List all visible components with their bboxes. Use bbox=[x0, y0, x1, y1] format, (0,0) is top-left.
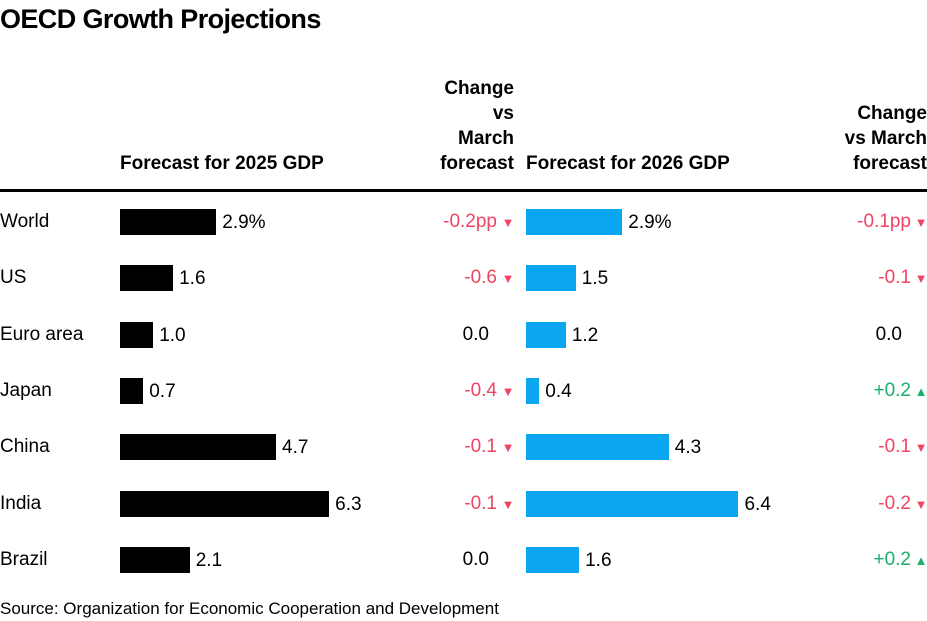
bar-2025-china bbox=[120, 434, 277, 461]
value-2025-world: 2.9% bbox=[222, 212, 266, 233]
header-forecast-2026: Forecast for 2026 GDP bbox=[526, 153, 730, 174]
arrow-up-icon: ▲ bbox=[914, 552, 927, 568]
value-2026-japan: 0.4 bbox=[545, 380, 572, 402]
value-2026-india: 6.4 bbox=[744, 493, 771, 515]
bar-2025-world bbox=[120, 209, 217, 235]
source-note: Source: Organization for Economic Cooper… bbox=[0, 599, 499, 618]
bar-2026-world bbox=[526, 209, 623, 235]
header-change-2025-line3: March bbox=[458, 128, 514, 149]
arrow-down-icon: ▼ bbox=[501, 271, 515, 287]
arrow-down-icon: ▼ bbox=[914, 496, 927, 512]
bar-2026-euro-area bbox=[526, 321, 566, 348]
bar-2025-japan bbox=[120, 377, 144, 404]
header-forecast-2025: Forecast for 2025 GDP bbox=[120, 153, 324, 174]
change-2026-us: -0.1 bbox=[878, 267, 911, 289]
bar-2026-us bbox=[526, 265, 576, 292]
arrow-down-icon: ▼ bbox=[914, 440, 927, 456]
value-2025-india: 6.3 bbox=[335, 493, 362, 515]
arrow-down-icon: ▼ bbox=[501, 215, 515, 230]
change-2025-us: -0.6 bbox=[464, 267, 497, 289]
bar-2026-brazil bbox=[526, 546, 580, 573]
arrow-down-icon: ▼ bbox=[501, 440, 515, 456]
arrow-down-icon: ▼ bbox=[501, 383, 515, 399]
bar-2025-us bbox=[120, 265, 174, 292]
bar-2025-india bbox=[120, 490, 330, 517]
change-2026-euro-area: 0.0 bbox=[875, 323, 902, 345]
change-2026-japan: +0.2 bbox=[873, 379, 911, 401]
change-2026-brazil: +0.2 bbox=[873, 548, 911, 570]
change-2025-world: -0.2pp bbox=[443, 211, 497, 232]
header-change-2026-line2: vs March bbox=[844, 128, 927, 149]
bar-2026-china bbox=[526, 434, 669, 461]
change-2026-world: -0.1pp bbox=[857, 211, 911, 232]
row-label-world: World bbox=[0, 211, 50, 232]
change-2026-china: -0.1 bbox=[878, 436, 911, 458]
bar-2025-euro-area bbox=[120, 321, 154, 348]
value-2026-world: 2.9% bbox=[628, 212, 672, 233]
arrow-up-icon: ▲ bbox=[914, 383, 927, 399]
value-2025-brazil: 2.1 bbox=[195, 549, 223, 571]
row-label-brazil: Brazil bbox=[0, 548, 48, 570]
value-2025-china: 4.7 bbox=[282, 437, 309, 459]
bar-2026-india bbox=[526, 490, 739, 517]
value-2025-us: 1.6 bbox=[179, 268, 206, 290]
chart-title: OECD Growth Projections bbox=[0, 4, 321, 34]
header-change-2025-line4: forecast bbox=[440, 153, 514, 174]
row-label-euro-area: Euro area bbox=[0, 323, 84, 345]
change-2025-euro-area: 0.0 bbox=[462, 323, 489, 345]
header-change-2025-line1: Change bbox=[444, 78, 514, 99]
value-2025-euro-area: 1.0 bbox=[159, 324, 186, 346]
row-label-us: US bbox=[0, 267, 27, 289]
row-label-japan: Japan bbox=[0, 379, 52, 401]
value-2026-china: 4.3 bbox=[674, 437, 702, 459]
row-label-china: China bbox=[0, 436, 50, 458]
change-2026-india: -0.2 bbox=[878, 492, 911, 514]
bar-2025-brazil bbox=[120, 546, 190, 573]
header-rule bbox=[0, 189, 927, 192]
value-2026-us: 1.5 bbox=[581, 268, 609, 290]
header-change-2026: Change vs March forecast bbox=[787, 101, 927, 176]
value-2025-japan: 0.7 bbox=[149, 380, 176, 402]
change-2025-brazil: 0.0 bbox=[462, 548, 489, 570]
change-2025-china: -0.1 bbox=[464, 436, 497, 458]
value-2026-euro-area: 1.2 bbox=[571, 324, 599, 346]
header-change-2026-line3: forecast bbox=[853, 153, 927, 174]
arrow-down-icon: ▼ bbox=[501, 496, 515, 512]
header-change-2025: Change vs March forecast bbox=[374, 76, 514, 176]
value-2026-brazil: 1.6 bbox=[585, 549, 612, 571]
arrow-down-icon: ▼ bbox=[914, 271, 927, 287]
row-label-india: India bbox=[0, 492, 42, 514]
change-2025-japan: -0.4 bbox=[464, 379, 497, 401]
header-change-2026-line1: Change bbox=[857, 103, 927, 124]
bar-2026-japan bbox=[526, 377, 540, 404]
change-2025-india: -0.1 bbox=[464, 492, 497, 514]
header-change-2025-line2: vs bbox=[492, 103, 514, 124]
arrow-down-icon: ▼ bbox=[914, 215, 927, 230]
